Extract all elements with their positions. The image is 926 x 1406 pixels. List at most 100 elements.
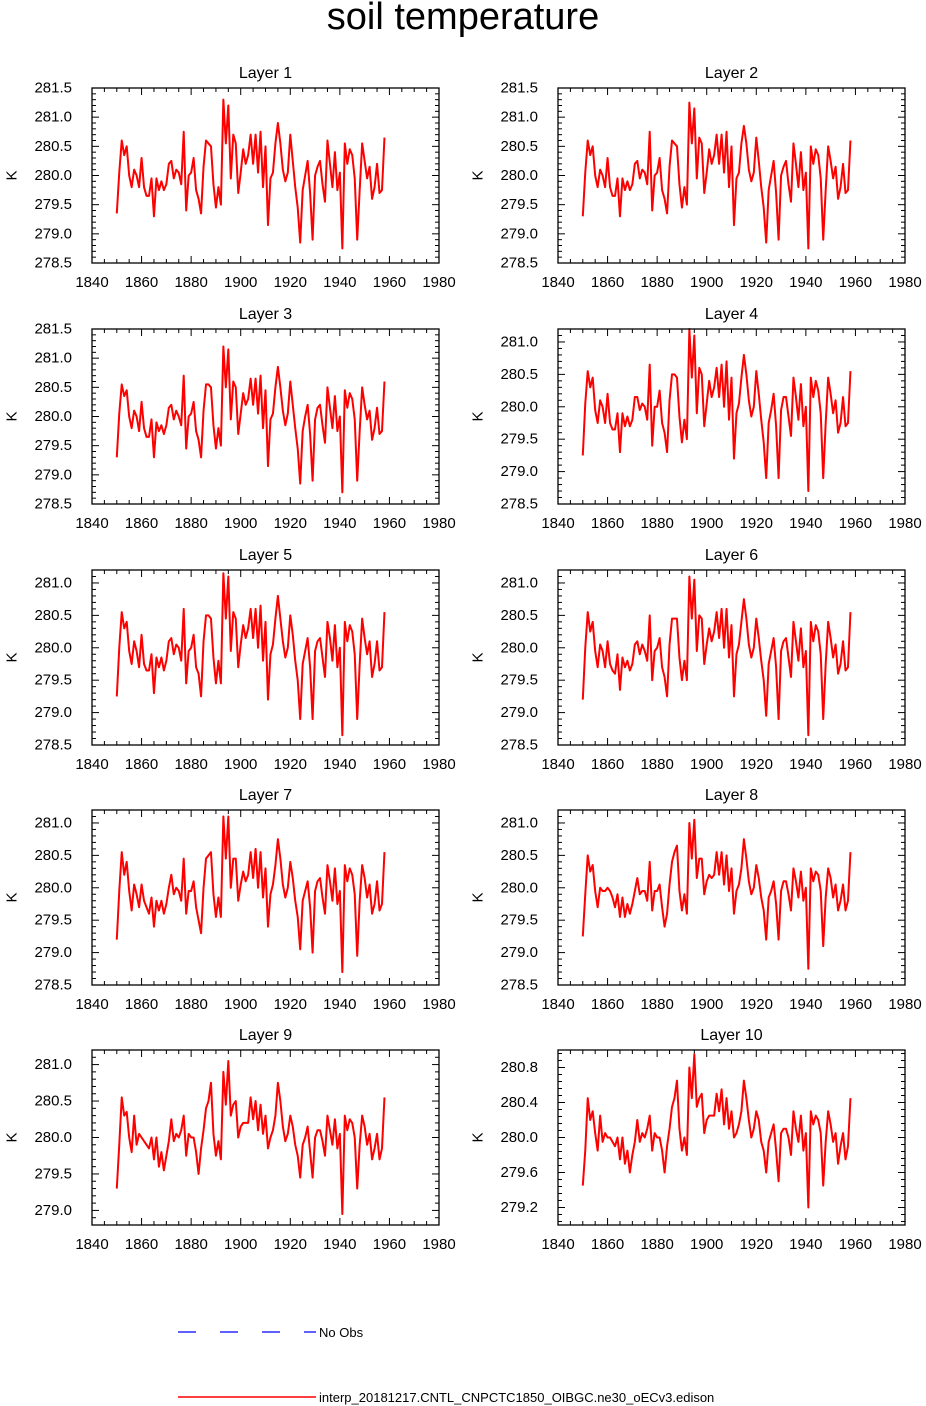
- x-tick-label: 1840: [541, 996, 574, 1013]
- y-tick-label: 278.5: [34, 255, 72, 272]
- chart-title: Layer 3: [239, 306, 292, 323]
- x-tick-label: 1920: [274, 274, 307, 291]
- legend-label-model: interp_20181217.CNTL_CNPCTC1850_OIBGC.ne…: [319, 1390, 715, 1405]
- x-tick-label: 1980: [422, 1236, 455, 1253]
- x-tick-label: 1920: [740, 274, 773, 291]
- chart-panel: Layer 3 K 1840 1860 1880 1900 1920 1940 1960 1980…: [4, 306, 456, 532]
- chart-title: Layer 7: [239, 787, 292, 804]
- page-title: soil temperature: [326, 0, 600, 38]
- y-tick-label: 280.5: [500, 138, 538, 155]
- x-tick-label: 1900: [690, 996, 723, 1013]
- y-tick-label: 278.5: [34, 496, 72, 513]
- x-tick-label: 1980: [888, 756, 921, 773]
- chart-panel: Layer 5 K 1840 1860 1880 1900 1920 1940 1960 1980…: [4, 547, 456, 773]
- series-line: [115, 1059, 386, 1216]
- y-tick-label: 278.5: [500, 496, 538, 513]
- y-tick-label: 280.0: [500, 639, 538, 656]
- y-tick-label: 278.5: [34, 737, 72, 754]
- y-tick-label: 279.0: [500, 225, 538, 242]
- y-tick-label: 279.5: [34, 437, 72, 454]
- x-tick-label: 1960: [373, 1236, 406, 1253]
- x-tick-label: 1980: [888, 996, 921, 1013]
- y-axis-label: K: [470, 652, 487, 662]
- y-tick-label: 279.5: [500, 912, 538, 929]
- x-tick-label: 1840: [541, 515, 574, 532]
- chart-title: Layer 10: [700, 1027, 762, 1044]
- y-tick-label: 279.5: [500, 431, 538, 448]
- x-tick-label: 1880: [174, 996, 207, 1013]
- x-tick-label: 1940: [789, 996, 822, 1013]
- chart-title: Layer 4: [705, 306, 758, 323]
- chart-title: Layer 6: [705, 547, 758, 564]
- y-tick-label: 281.0: [500, 574, 538, 591]
- x-tick-label: 1880: [640, 274, 673, 291]
- y-tick-label: 281.0: [34, 574, 72, 591]
- series-line: [115, 572, 386, 737]
- x-tick-label: 1840: [75, 515, 108, 532]
- y-tick-label: 280.0: [34, 879, 72, 896]
- y-tick-label: 280.5: [34, 847, 72, 864]
- x-tick-label: 1980: [422, 996, 455, 1013]
- y-tick-label: 280.0: [34, 408, 72, 425]
- x-tick-label: 1880: [174, 274, 207, 291]
- y-axis-label: K: [4, 1132, 21, 1142]
- y-tick-label: 281.0: [500, 814, 538, 831]
- x-tick-label: 1960: [839, 515, 872, 532]
- y-tick-label: 281.0: [34, 350, 72, 367]
- y-tick-label: 279.0: [34, 704, 72, 721]
- y-tick-label: 281.0: [34, 109, 72, 126]
- x-tick-label: 1900: [224, 515, 257, 532]
- series-line: [581, 818, 852, 970]
- y-tick-label: 278.5: [500, 977, 538, 994]
- y-tick-label: 281.5: [34, 80, 72, 97]
- series-line: [581, 1053, 852, 1209]
- y-tick-label: 279.5: [34, 672, 72, 689]
- x-tick-label: 1900: [224, 274, 257, 291]
- y-tick-label: 278.5: [500, 255, 538, 272]
- y-tick-label: 279.0: [34, 1202, 72, 1219]
- plot-frame: [557, 87, 906, 264]
- y-tick-label: 279.5: [500, 196, 538, 213]
- y-tick-label: 279.5: [500, 672, 538, 689]
- x-tick-label: 1980: [888, 515, 921, 532]
- x-tick-label: 1880: [640, 756, 673, 773]
- y-tick-label: 279.5: [34, 1165, 72, 1182]
- y-tick-label: 281.0: [500, 109, 538, 126]
- x-tick-label: 1920: [274, 996, 307, 1013]
- chart-panel: Layer 8 K 1840 1860 1880 1900 1920 1940 1960 1980…: [470, 787, 922, 1013]
- plot-frame: [91, 328, 440, 505]
- x-tick-label: 1860: [591, 996, 624, 1013]
- chart-title: Layer 8: [705, 787, 758, 804]
- y-tick-label: 278.5: [34, 977, 72, 994]
- y-tick-label: 279.6: [500, 1164, 538, 1181]
- y-tick-label: 281.0: [34, 814, 72, 831]
- x-tick-label: 1980: [422, 274, 455, 291]
- x-tick-label: 1960: [373, 274, 406, 291]
- x-tick-label: 1980: [422, 515, 455, 532]
- y-tick-label: 279.0: [34, 944, 72, 961]
- x-tick-label: 1900: [224, 1236, 257, 1253]
- y-tick-label: 280.5: [34, 379, 72, 396]
- x-tick-label: 1920: [740, 1236, 773, 1253]
- y-tick-label: 279.5: [34, 912, 72, 929]
- plot-frame: [557, 1049, 906, 1226]
- y-tick-label: 280.0: [500, 167, 538, 184]
- plot-frame: [557, 569, 906, 746]
- plot-frame: [91, 1049, 440, 1226]
- x-tick-label: 1940: [789, 1236, 822, 1253]
- x-tick-label: 1960: [373, 515, 406, 532]
- x-tick-label: 1840: [541, 1236, 574, 1253]
- x-tick-label: 1880: [640, 996, 673, 1013]
- legend-label-no-obs: No Obs: [319, 1325, 364, 1340]
- x-tick-label: 1940: [323, 996, 356, 1013]
- y-tick-label: 279.0: [500, 463, 538, 480]
- y-tick-label: 280.0: [34, 1129, 72, 1146]
- x-tick-label: 1940: [323, 1236, 356, 1253]
- y-tick-label: 279.0: [500, 704, 538, 721]
- x-tick-label: 1920: [740, 515, 773, 532]
- chart-panel: Layer 7 K 1840 1860 1880 1900 1920 1940 1960 1980…: [4, 787, 456, 1013]
- x-tick-label: 1840: [541, 274, 574, 291]
- y-tick-label: 280.5: [500, 607, 538, 624]
- plot-frame: [91, 87, 440, 264]
- x-tick-label: 1860: [125, 515, 158, 532]
